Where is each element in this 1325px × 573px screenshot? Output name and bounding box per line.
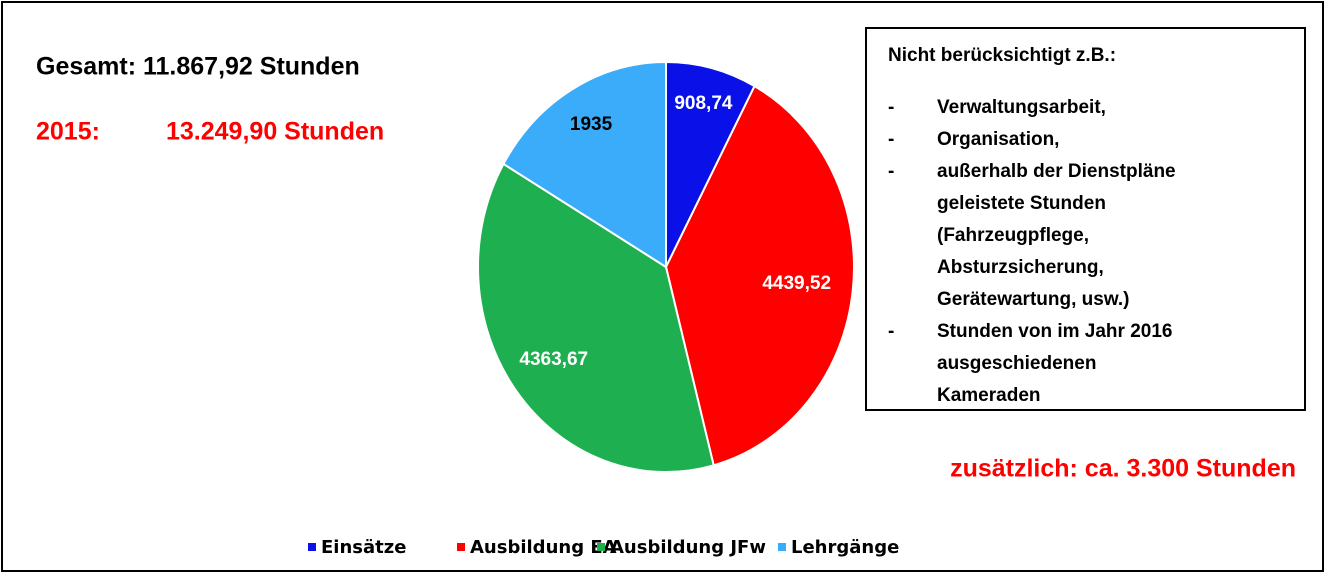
slice-label: 908,74 [674, 93, 733, 114]
legend-label: Ausbildung JFw [610, 537, 766, 558]
note-bullet: - [888, 161, 894, 182]
legend-swatch [597, 543, 605, 551]
additional-annotation: zusätzlich: ca. 3.300 Stunden [950, 455, 1296, 483]
pie-slice [502, 60, 667, 269]
legend-swatch [778, 543, 786, 551]
note-item: (Fahrzeugpflege, [937, 225, 1089, 246]
pie-slice [665, 60, 756, 268]
slice-label: 1935 [570, 114, 613, 135]
previous-year-value: 13.249,90 Stunden [166, 118, 384, 146]
note-item: Kameraden [937, 385, 1041, 406]
pie-slice [664, 84, 855, 467]
note-box [865, 27, 1306, 411]
note-item: Organisation, [937, 129, 1059, 150]
note-item: geleistete Stunden [937, 193, 1106, 214]
note-item: Gerätewartung, usw.) [937, 289, 1130, 310]
note-item: Absturzsicherung, [937, 257, 1104, 278]
note-item: Stunden von im Jahr 2016 [937, 321, 1172, 342]
legend-label: Ausbildung EA [470, 537, 617, 558]
slice-label: 4439,52 [762, 273, 831, 294]
note-bullet: - [888, 321, 894, 342]
note-bullet: - [888, 97, 894, 118]
total-annotation: Gesamt: 11.867,92 Stunden [36, 53, 360, 81]
note-bullet: - [888, 129, 894, 150]
legend-label: Lehrgänge [791, 537, 899, 558]
slice-label: 4363,67 [519, 349, 588, 370]
pie-slice [477, 162, 715, 473]
note-title: Nicht berücksichtigt z.B.: [888, 45, 1116, 66]
note-item: ausgeschiedenen [937, 353, 1096, 374]
legend-swatch [308, 543, 316, 551]
previous-year-label: 2015: [36, 118, 100, 146]
legend-label: Einsätze [321, 537, 406, 558]
note-item: Verwaltungsarbeit, [937, 97, 1106, 118]
legend-swatch [457, 543, 465, 551]
note-item: außerhalb der Dienstpläne [937, 161, 1176, 182]
